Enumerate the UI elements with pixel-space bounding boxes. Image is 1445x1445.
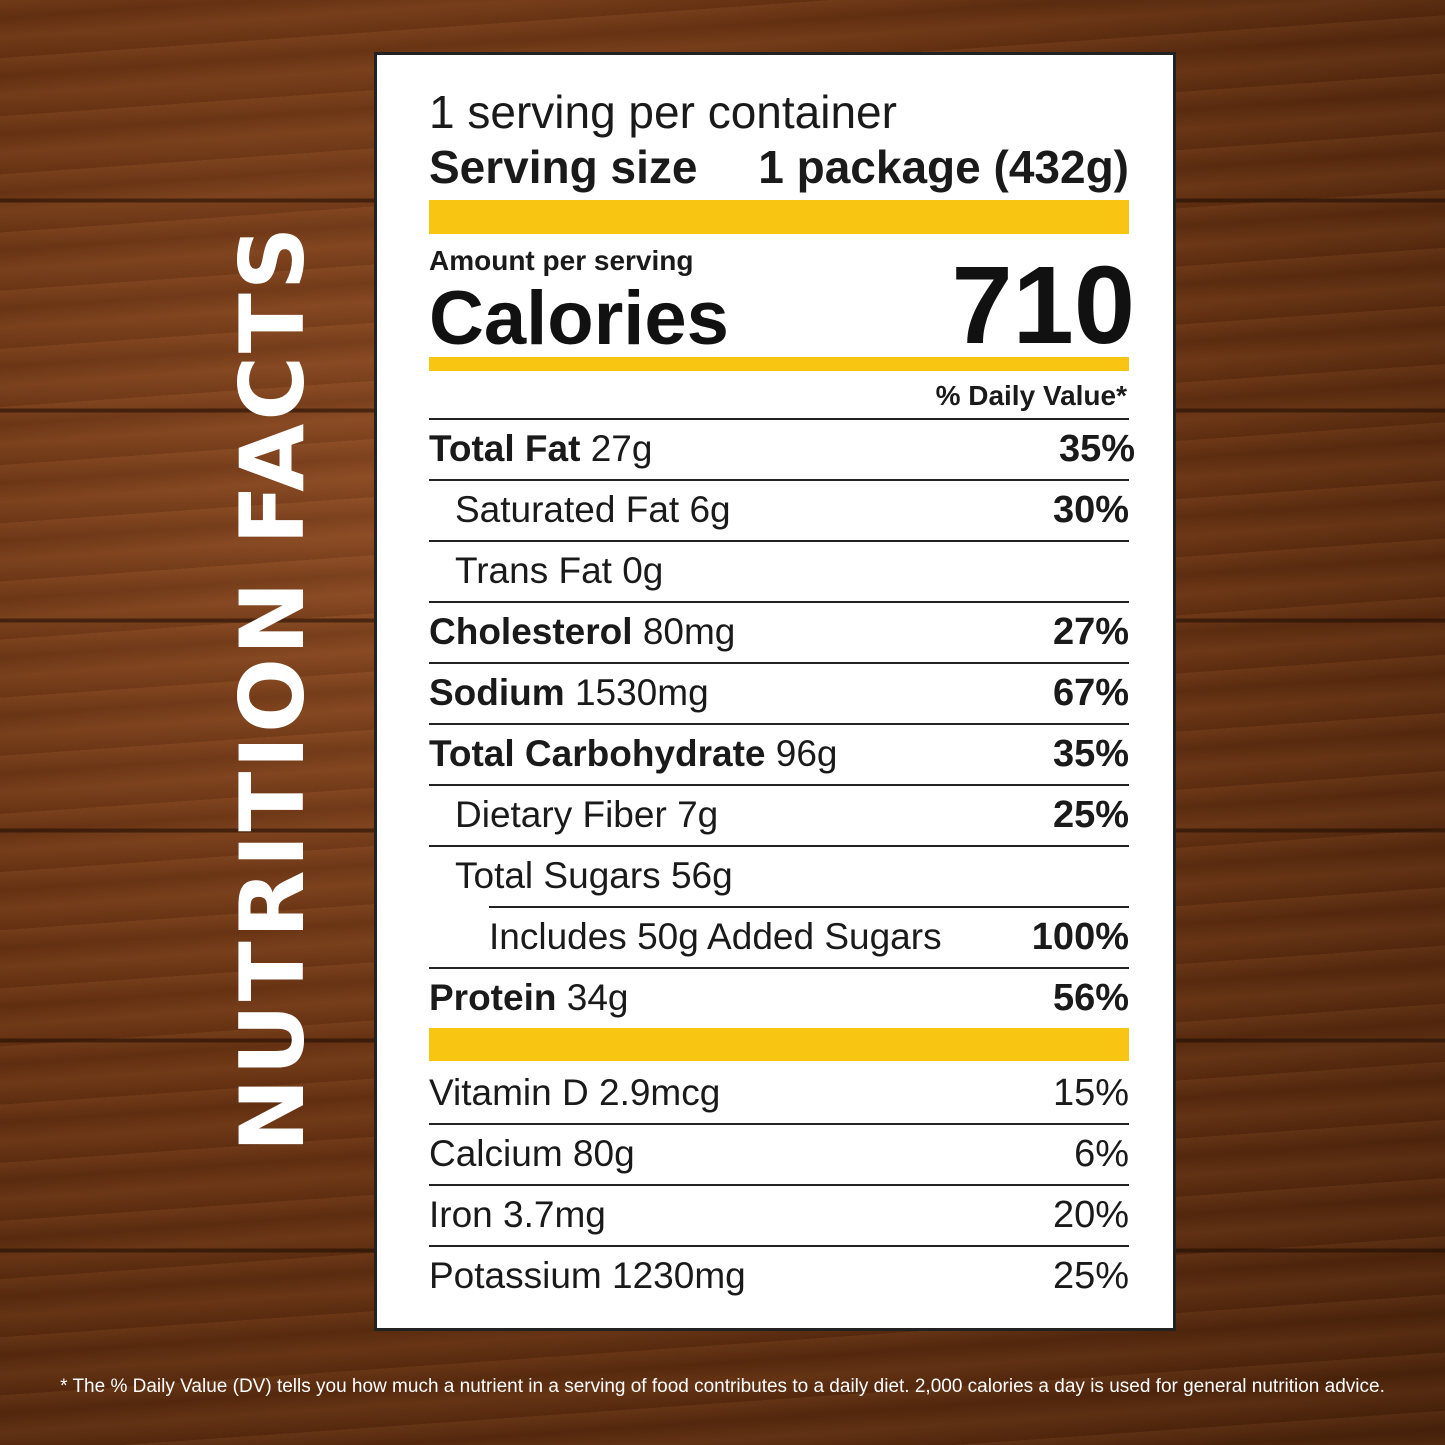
serving-size-row: Serving size 1 package (432g)	[429, 140, 1129, 194]
serving-size-label: Serving size	[429, 141, 698, 193]
nutrient-daily-value: 25%	[1052, 793, 1129, 836]
amount-per-serving-label: Amount per serving	[429, 245, 694, 276]
nutrient-row-dietary-fiber: Dietary Fiber 7g 25%	[429, 784, 1129, 844]
top-accent-bar	[429, 200, 1129, 234]
vitamin-daily-value: 20%	[1052, 1193, 1129, 1236]
nutrient-row-protein: Protein 34g 56%	[429, 967, 1129, 1027]
vitamin-label: Vitamin D 2.9mcg	[429, 1072, 721, 1113]
nutrient-daily-value: 100%	[1031, 915, 1129, 958]
daily-value-header: % Daily Value*	[935, 380, 1127, 411]
nutrient-row-trans-fat: Trans Fat 0g	[429, 540, 1129, 600]
calories-accent-bar	[429, 357, 1129, 371]
nutrient-row-added-sugars: Includes 50g Added Sugars 100%	[489, 906, 1129, 966]
nutrient-label: Sodium 1530mg	[429, 672, 709, 713]
nutrient-daily-value: 35%	[1058, 427, 1135, 470]
nutrient-label: Total Fat 27g	[429, 428, 653, 469]
vitamin-row-vitamin-d: Vitamin D 2.9mcg 15%	[429, 1063, 1129, 1123]
vitamin-row-iron: Iron 3.7mg 20%	[429, 1184, 1129, 1244]
nutrient-label: Saturated Fat 6g	[455, 489, 731, 530]
vitamin-row-calcium: Calcium 80g 6%	[429, 1123, 1129, 1183]
nutrient-row-total-carbohydrate: Total Carbohydrate 96g 35%	[429, 723, 1129, 783]
nutrient-daily-value: 35%	[1052, 732, 1129, 775]
calories-label: Calories	[429, 276, 729, 361]
vitamins-accent-bar	[429, 1028, 1129, 1061]
nutrient-row-cholesterol: Cholesterol 80mg 27%	[429, 601, 1129, 661]
nutrient-label: Trans Fat 0g	[455, 550, 664, 591]
nutrient-row-saturated-fat: Saturated Fat 6g 30%	[429, 479, 1129, 539]
vitamin-row-potassium: Potassium 1230mg 25%	[429, 1245, 1129, 1305]
nutrient-daily-value: 30%	[1052, 488, 1129, 531]
daily-value-footnote: * The % Daily Value (DV) tells you how m…	[60, 1376, 1385, 1397]
vitamin-daily-value: 6%	[1074, 1132, 1129, 1175]
nutrient-label: Dietary Fiber 7g	[455, 794, 719, 835]
vitamin-label: Iron 3.7mg	[429, 1194, 606, 1235]
nutrient-label: Total Carbohydrate 96g	[429, 733, 838, 774]
vitamin-label: Calcium 80g	[429, 1133, 635, 1174]
nutrient-daily-value: 56%	[1052, 976, 1129, 1019]
nutrient-row-total-fat: Total Fat 27g 35%	[429, 418, 1135, 478]
nutrient-daily-value: 67%	[1052, 671, 1129, 714]
nutrient-daily-value: 27%	[1052, 610, 1129, 653]
vitamin-daily-value: 15%	[1052, 1071, 1129, 1114]
side-title: NUTRITION FACTS	[221, 223, 324, 1153]
vitamin-daily-value: 25%	[1052, 1254, 1129, 1297]
nutrient-label: Protein 34g	[429, 977, 629, 1018]
nutrient-label: Cholesterol 80mg	[429, 611, 736, 652]
nutrient-label: Includes 50g Added Sugars	[489, 916, 942, 957]
serving-size-value: 1 package (432g)	[758, 141, 1129, 193]
calories-value: 710	[951, 244, 1135, 367]
nutrient-row-total-sugars: Total Sugars 56g	[429, 845, 1129, 905]
servings-per-container: 1 serving per container	[429, 86, 897, 138]
nutrient-row-sodium: Sodium 1530mg 67%	[429, 662, 1129, 722]
nutrition-label-panel: 1 serving per container Serving size 1 p…	[374, 52, 1176, 1331]
nutrient-label: Total Sugars 56g	[455, 855, 733, 896]
vitamin-label: Potassium 1230mg	[429, 1255, 746, 1296]
